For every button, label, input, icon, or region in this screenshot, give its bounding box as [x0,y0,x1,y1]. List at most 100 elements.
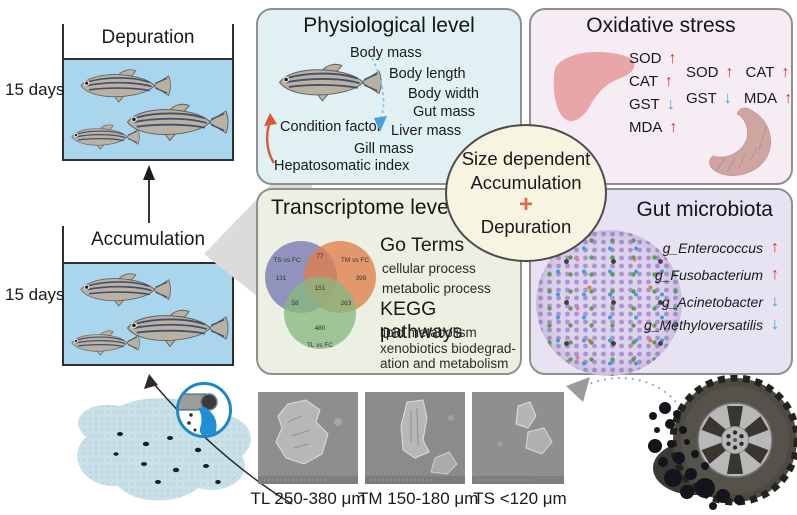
genus-row: g_Acinetobacter ↓ [661,293,779,311]
tank-water [64,262,232,364]
genus-name: g_Methyloversatilis [643,317,763,333]
up-arrow-icon: ↑ [669,118,678,136]
down-arrow-icon: ↓ [666,95,675,113]
venn-count: 263 [341,300,352,307]
up-arrow-icon: ↑ [664,72,673,90]
accumulation-duration: 15 days [5,285,65,304]
sem-label-tl: TL 250-380 μm [250,489,366,508]
liver-marker-row: SOD ↑ [629,50,677,67]
sem-image-tl [258,392,358,484]
hepatosomatic-index-label: Hepatosomatic index [274,158,410,174]
center-line-2: Accumulation [470,172,582,193]
condition-factor-label: Condition factor [280,119,382,135]
depuration-tank: Depuration [62,24,234,161]
sem-label-tm: TM 150-180 μm [358,489,479,508]
venn-diagram: TS vs FC TM vs FC TL vs FC 77 131 399 15… [265,241,376,349]
liver-marker-row: MDA ↑ [629,119,677,136]
kegg-term: xenobiotics biodegrad- [380,341,516,356]
up-arrow-icon: ↑ [784,89,793,107]
plus-icon: + [518,191,533,218]
sem-image-ts [472,392,564,484]
zebrafish-icon [71,124,141,150]
venn-count: 77 [316,253,324,260]
go-term: metabolic process [382,281,491,296]
kegg-term: ation and metabolism [380,356,509,371]
marker-name: GST [629,96,660,113]
venn-set-label: TM vs FC [341,257,369,264]
metric-gut-mass: Gut mass [413,104,476,120]
marker-name: CAT [629,73,658,90]
center-summary-circle: Size dependent Accumulation + Depuration [445,124,607,262]
metric-body-mass: Body mass [350,45,422,61]
venn-count: 151 [315,285,326,292]
tank-water [64,58,232,159]
liver-marker-row: CAT ↑ [629,73,673,90]
up-arrow-icon: ↑ [781,63,790,81]
genus-name: g_Acinetobacter [661,294,763,310]
up-arrow-icon [143,165,155,223]
marker-name: MDA [743,90,778,107]
venn-count: 399 [356,275,367,282]
microbiota-panel: Gut microbiota g_Enterococcus ↑ g_Fusoba… [529,188,793,376]
discharge-pipe-icon [176,382,232,438]
metric-liver-mass: Liver mass [391,123,462,139]
up-arrow-icon: ↑ [725,63,734,81]
sem-label-ts: TS <120 μm [473,489,567,508]
kegg-heading: KEGG pathways [380,298,463,343]
metric-body-length: Body length [389,66,466,82]
sem-image-tm [365,392,465,484]
metric-gill-mass: Gill mass [354,141,414,157]
oxidative-title: Oxidative stress [586,14,736,37]
transcriptome-title: Transcriptome level [271,196,454,219]
depuration-duration: 15 days [5,80,65,99]
marker-name: MDA [629,119,663,136]
curved-arrow-icon [144,374,293,505]
up-arrow-icon: ↑ [668,49,677,67]
down-arrow-icon: ↓ [771,293,779,310]
venn-count: 58 [291,300,299,307]
dashed-arrow-icon [566,377,677,403]
zebrafish-icon [80,272,172,307]
genus-name: g_Enterococcus [662,240,763,256]
gut-marker-row: GST ↓ MDA ↑ [686,90,792,107]
tire-particles [113,428,221,484]
accumulation-tank: Accumulation [62,226,234,366]
venn-count: 131 [276,275,287,282]
tire-particles [648,402,744,510]
up-arrow-icon: ↑ [771,239,779,256]
up-arrow-icon: ↑ [771,266,779,283]
venn-count: 480 [315,325,326,332]
tire-icon [648,374,797,510]
liver-marker-row: GST ↓ [629,96,675,113]
genus-row: g_Fusobacterium ↑ [654,266,779,284]
down-arrow-icon: ↓ [723,89,732,107]
depuration-label: Depuration [101,27,195,48]
down-arrow-icon: ↓ [771,316,779,333]
blue-dashed-arrow-icon [371,57,387,132]
intestine-icon [709,107,772,176]
transcriptome-panel: Transcriptome level TS vs FC TM vs FC TL… [256,188,522,375]
zebrafish-icon [126,103,229,142]
liver-icon [553,52,635,122]
genus-row: g_Methyloversatilis ↓ [643,316,779,334]
genus-row: g_Enterococcus ↑ [662,239,779,257]
marker-name: SOD [629,50,662,67]
genus-name: g_Fusobacterium [654,267,763,283]
go-terms-heading: Go Terms [380,234,465,256]
metric-body-width: Body width [408,86,479,102]
gut-marker-row: SOD ↑ CAT ↑ [686,64,789,81]
marker-name: GST [686,90,717,107]
zebrafish-icon [80,68,172,103]
marker-name: SOD [686,64,719,81]
center-line-1: Size dependent [461,148,591,169]
venn-set-label: TL vs FC [307,342,333,349]
go-term: cellular process [382,261,476,276]
accumulation-label: Accumulation [90,229,206,250]
zebrafish-icon [71,330,141,356]
red-up-arrow-icon [264,113,277,164]
physiological-title: Physiological level [303,14,475,37]
kegg-term: lipid metabolism [380,325,477,340]
venn-set-label: TS vs FC [273,257,300,264]
center-line-3: Depuration [480,216,572,237]
